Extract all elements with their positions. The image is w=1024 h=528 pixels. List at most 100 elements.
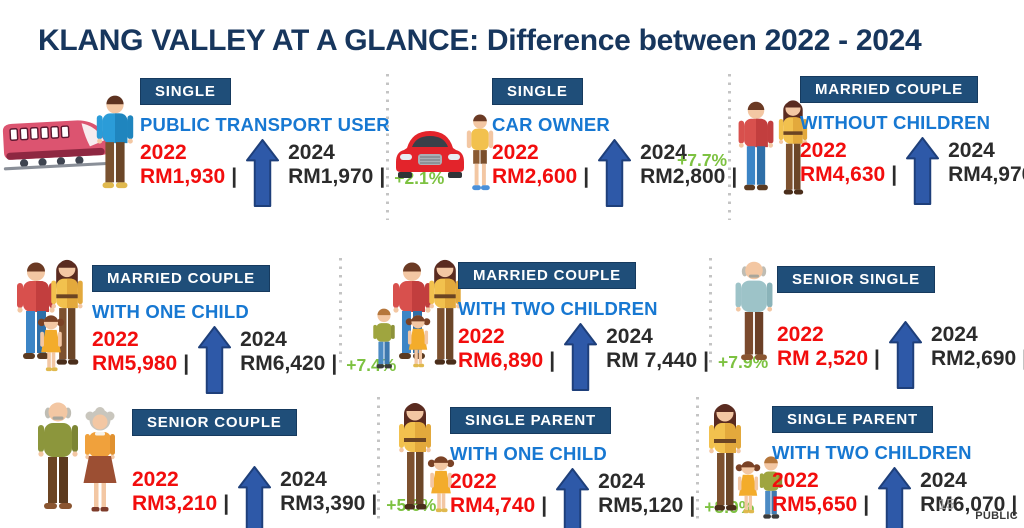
year-2024-block: 2024 RM6,420 | xyxy=(240,328,337,376)
category-badge: SINGLE PARENT xyxy=(450,407,611,434)
woman-icon xyxy=(429,259,461,365)
comparison-row: 2022 RM4,740| 2024 RM5,120| +8.0% xyxy=(450,468,754,528)
comparison-row: 2022 RM6,890 | 2024 RM 7,440 | +7.9% xyxy=(458,323,768,391)
value-2024: RM2,800 xyxy=(640,165,726,189)
increase-arrow-icon xyxy=(906,137,940,205)
year-2024-label: 2024 xyxy=(240,328,287,351)
year-2022-label: 2022 xyxy=(450,470,497,493)
year-2022-block: 2022 RM2,600 | xyxy=(492,141,589,189)
year-2022-label: 2022 xyxy=(132,468,179,491)
value-2024: RM3,390 xyxy=(280,492,366,516)
man-icon xyxy=(738,101,774,191)
increase-arrow-icon xyxy=(238,466,272,528)
year-2024-block: 2024 RM1,970 | xyxy=(288,141,385,189)
panel-single-car-owner: SINGLE CAR OWNER 2022 RM2,600 | 2024 RM2,… xyxy=(392,74,737,226)
year-2024-block: 2024 RM3,390 | xyxy=(280,468,377,516)
year-2022-block: 2022 RM3,210 | xyxy=(132,468,229,516)
separator: | xyxy=(541,494,548,518)
panel-icons xyxy=(392,74,728,226)
increase-arrow-icon xyxy=(598,139,632,207)
separator: | xyxy=(703,349,710,373)
panel-married-couple-one-child: MARRIED COUPLE WITH ONE CHILD 2022 RM5,9… xyxy=(0,255,396,394)
year-2024-block: 2024 RM 7,440 | xyxy=(606,325,709,373)
year-2022-block: 2022 RM6,890 | xyxy=(458,325,555,373)
woman-icon xyxy=(51,259,83,365)
separator: | xyxy=(549,349,556,373)
category-badge: MARRIED COUPLE xyxy=(458,262,636,289)
category-subtitle: WITHOUT CHILDREN xyxy=(800,112,991,133)
senior-woman-icon xyxy=(83,407,117,512)
comparison-row: 2022 RM5,650| 2024 RM6,070| +7.4% xyxy=(772,467,1024,528)
woman-icon xyxy=(709,404,741,511)
year-2022-label: 2022 xyxy=(772,469,819,492)
separator: | xyxy=(731,165,738,189)
year-2022-label: 2022 xyxy=(92,328,139,351)
panel-icons xyxy=(0,255,340,389)
separator: | xyxy=(1022,347,1024,371)
category-badge: SINGLE xyxy=(492,78,583,105)
category-badge: MARRIED COUPLE xyxy=(92,265,270,292)
panel-icons xyxy=(392,395,696,527)
year-2022-label: 2022 xyxy=(800,139,847,162)
category-badge: SENIOR COUPLE xyxy=(132,409,297,436)
girl-icon xyxy=(735,461,761,514)
panel-icons xyxy=(730,255,1024,389)
separator: | xyxy=(331,352,338,376)
category-subtitle: WITH ONE CHILD xyxy=(92,301,249,322)
increase-arrow-icon xyxy=(198,326,232,394)
separator: | xyxy=(689,494,696,518)
year-2024-label: 2024 xyxy=(948,139,995,162)
column-divider xyxy=(709,258,712,366)
panel-married-couple-no-children: MARRIED COUPLE WITHOUT CHILDREN 2022 RM4… xyxy=(730,72,1024,224)
boy-icon xyxy=(759,456,783,519)
column-divider xyxy=(386,74,389,220)
separator: | xyxy=(863,493,870,517)
panel-senior-couple: SENIOR COUPLE 2022 RM3,210 | 2024 RM3,390… xyxy=(0,395,436,528)
year-2022-label: 2022 xyxy=(777,323,824,346)
column-divider xyxy=(377,397,380,521)
year-2024-block: 2024 RM6,070 | xyxy=(920,469,1017,517)
value-2024: RM2,690 xyxy=(930,347,1017,371)
panel-icons xyxy=(362,253,708,389)
page-number: 15 xyxy=(938,496,955,513)
woman-icon xyxy=(399,403,431,510)
senior-man-icon xyxy=(38,402,78,509)
category-subtitle: WITH TWO CHILDREN xyxy=(772,442,972,463)
woman-icon xyxy=(778,100,808,195)
separator: | xyxy=(183,352,190,376)
panel-icons xyxy=(730,72,1024,224)
category-subtitle: CAR OWNER xyxy=(492,114,610,135)
value-2024: RM1,970 xyxy=(288,165,374,189)
increase-arrow-icon xyxy=(888,321,922,389)
panel-icons xyxy=(0,395,376,527)
column-divider xyxy=(696,397,699,521)
column-divider xyxy=(728,74,731,220)
category-subtitle: PUBLIC TRANSPORT USER xyxy=(140,114,390,135)
separator: | xyxy=(891,163,898,187)
girl-icon xyxy=(405,315,431,368)
value-2022: RM6,890 xyxy=(458,349,544,373)
year-2024-block: 2024 RM4,970| xyxy=(948,139,1024,187)
increase-arrow-icon xyxy=(878,467,912,528)
value-2024: RM4,970 xyxy=(948,163,1024,187)
value-2022: RM4,630 xyxy=(800,163,886,187)
value-2022: RM 2,520 xyxy=(777,347,869,371)
year-2024-label: 2024 xyxy=(280,468,327,491)
panel-single-public-transport: SINGLE PUBLIC TRANSPORT USER 2022 RM1,93… xyxy=(0,74,444,226)
separator: | xyxy=(371,492,378,516)
value-2024: RM6,420 xyxy=(240,352,326,376)
value-2022: RM4,740 xyxy=(450,494,536,518)
category-subtitle: WITH TWO CHILDREN xyxy=(458,298,658,319)
separator: | xyxy=(1011,493,1018,517)
category-badge: SINGLE PARENT xyxy=(772,406,933,433)
year-2022-label: 2022 xyxy=(458,325,505,348)
separator: | xyxy=(231,165,238,189)
comparison-row: 2022 RM2,600 | 2024 RM2,800 | xyxy=(492,139,738,207)
increase-arrow-icon xyxy=(556,468,590,528)
senior-man-icon xyxy=(735,261,773,360)
year-2024-label: 2024 xyxy=(606,325,653,348)
year-2022-label: 2022 xyxy=(140,141,187,164)
value-2022: RM5,980 xyxy=(92,352,178,376)
comparison-row: 2022 RM3,210| 2024 RM3,390| +5.6% xyxy=(132,466,436,528)
boy-icon xyxy=(373,308,395,369)
